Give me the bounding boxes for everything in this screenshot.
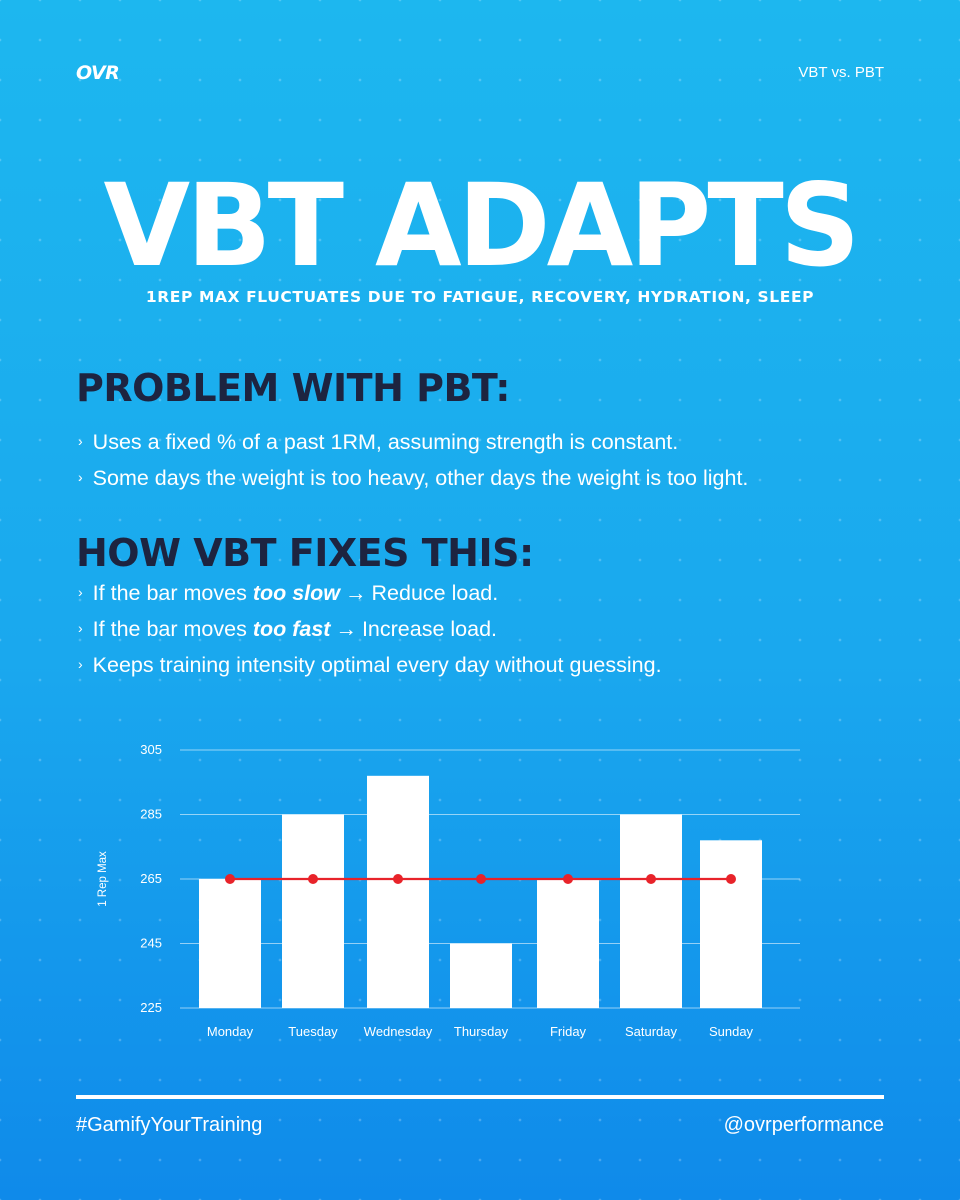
x-tick-label: Thursday (454, 1024, 509, 1039)
bullet-text: If the bar moves (92, 581, 247, 605)
y-axis-label: 1 Rep Max (97, 851, 109, 907)
fix-bullets: › If the bar moves too slow → Reduce load.… (78, 575, 662, 683)
ovr-logo: OVR (76, 62, 120, 84)
bullet-text: Keeps training intensity optimal every d… (92, 653, 662, 677)
line-point (476, 874, 486, 884)
y-tick-label: 225 (140, 1000, 162, 1015)
problem-bullet-2: › Some days the weight is too heavy, oth… (78, 460, 748, 496)
headline: VBT ADAPTS (103, 159, 861, 293)
fix-bullet-1: › If the bar moves too slow → Reduce load. (78, 575, 662, 611)
x-tick-label: Friday (550, 1024, 587, 1039)
chevron-right-icon: › (78, 656, 83, 672)
emphasis-text: too slow (252, 581, 340, 605)
x-tick-label: Monday (207, 1024, 254, 1039)
subtitle: 1REP MAX FLUCTUATES DUE TO FATIGUE, RECO… (145, 288, 815, 306)
bar (367, 775, 429, 1008)
emphasis-text: too fast (252, 617, 331, 641)
footer-divider (76, 1095, 884, 1099)
bullet-text: Uses a fixed % of a past 1RM, assuming s… (92, 430, 679, 454)
x-tick-label: Saturday (625, 1024, 678, 1039)
bar (450, 943, 512, 1008)
bar (199, 879, 261, 1008)
problem-bullet-1: › Uses a fixed % of a past 1RM, assuming… (78, 424, 748, 460)
bar (700, 840, 762, 1008)
bar (282, 814, 344, 1008)
bullet-text: Reduce load. (371, 581, 499, 605)
bar (620, 814, 682, 1008)
y-tick-label: 305 (140, 742, 162, 757)
fix-title: HOW VBT FIXES THIS: (76, 531, 534, 575)
chevron-right-icon: › (78, 584, 83, 600)
arrow-right-icon: → (345, 581, 367, 605)
chevron-right-icon: › (78, 433, 83, 449)
bullet-text: Some days the weight is too heavy, other… (92, 466, 749, 490)
arrow-right-icon: → (335, 617, 357, 641)
line-point (726, 874, 736, 884)
y-tick-label: 265 (140, 871, 162, 886)
hashtag-text: #GamifyYourTraining (76, 1114, 263, 1136)
bar (537, 879, 599, 1008)
fix-bullet-2: › If the bar moves too fast → Increase loa… (78, 611, 662, 647)
x-tick-label: Sunday (709, 1024, 754, 1039)
header-tag: VBT vs. PBT (798, 64, 884, 81)
line-point (225, 874, 235, 884)
chevron-right-icon: › (78, 469, 83, 485)
y-tick-label: 285 (140, 807, 162, 822)
line-point (646, 874, 656, 884)
social-handle: @ovrperformance (723, 1114, 884, 1136)
problem-title: PROBLEM WITH PBT: (76, 366, 510, 410)
bullet-text: If the bar moves (92, 617, 247, 641)
line-point (308, 874, 318, 884)
chevron-right-icon: › (78, 620, 83, 636)
y-tick-label: 245 (140, 936, 162, 951)
line-point (393, 874, 403, 884)
problem-bullets: › Uses a fixed % of a past 1RM, assuming… (78, 424, 748, 496)
fix-bullet-3: › Keeps training intensity optimal every… (78, 647, 662, 683)
bullet-text: Increase load. (361, 617, 498, 641)
line-point (563, 874, 573, 884)
x-tick-label: Tuesday (288, 1024, 338, 1039)
x-tick-label: Wednesday (364, 1024, 433, 1039)
